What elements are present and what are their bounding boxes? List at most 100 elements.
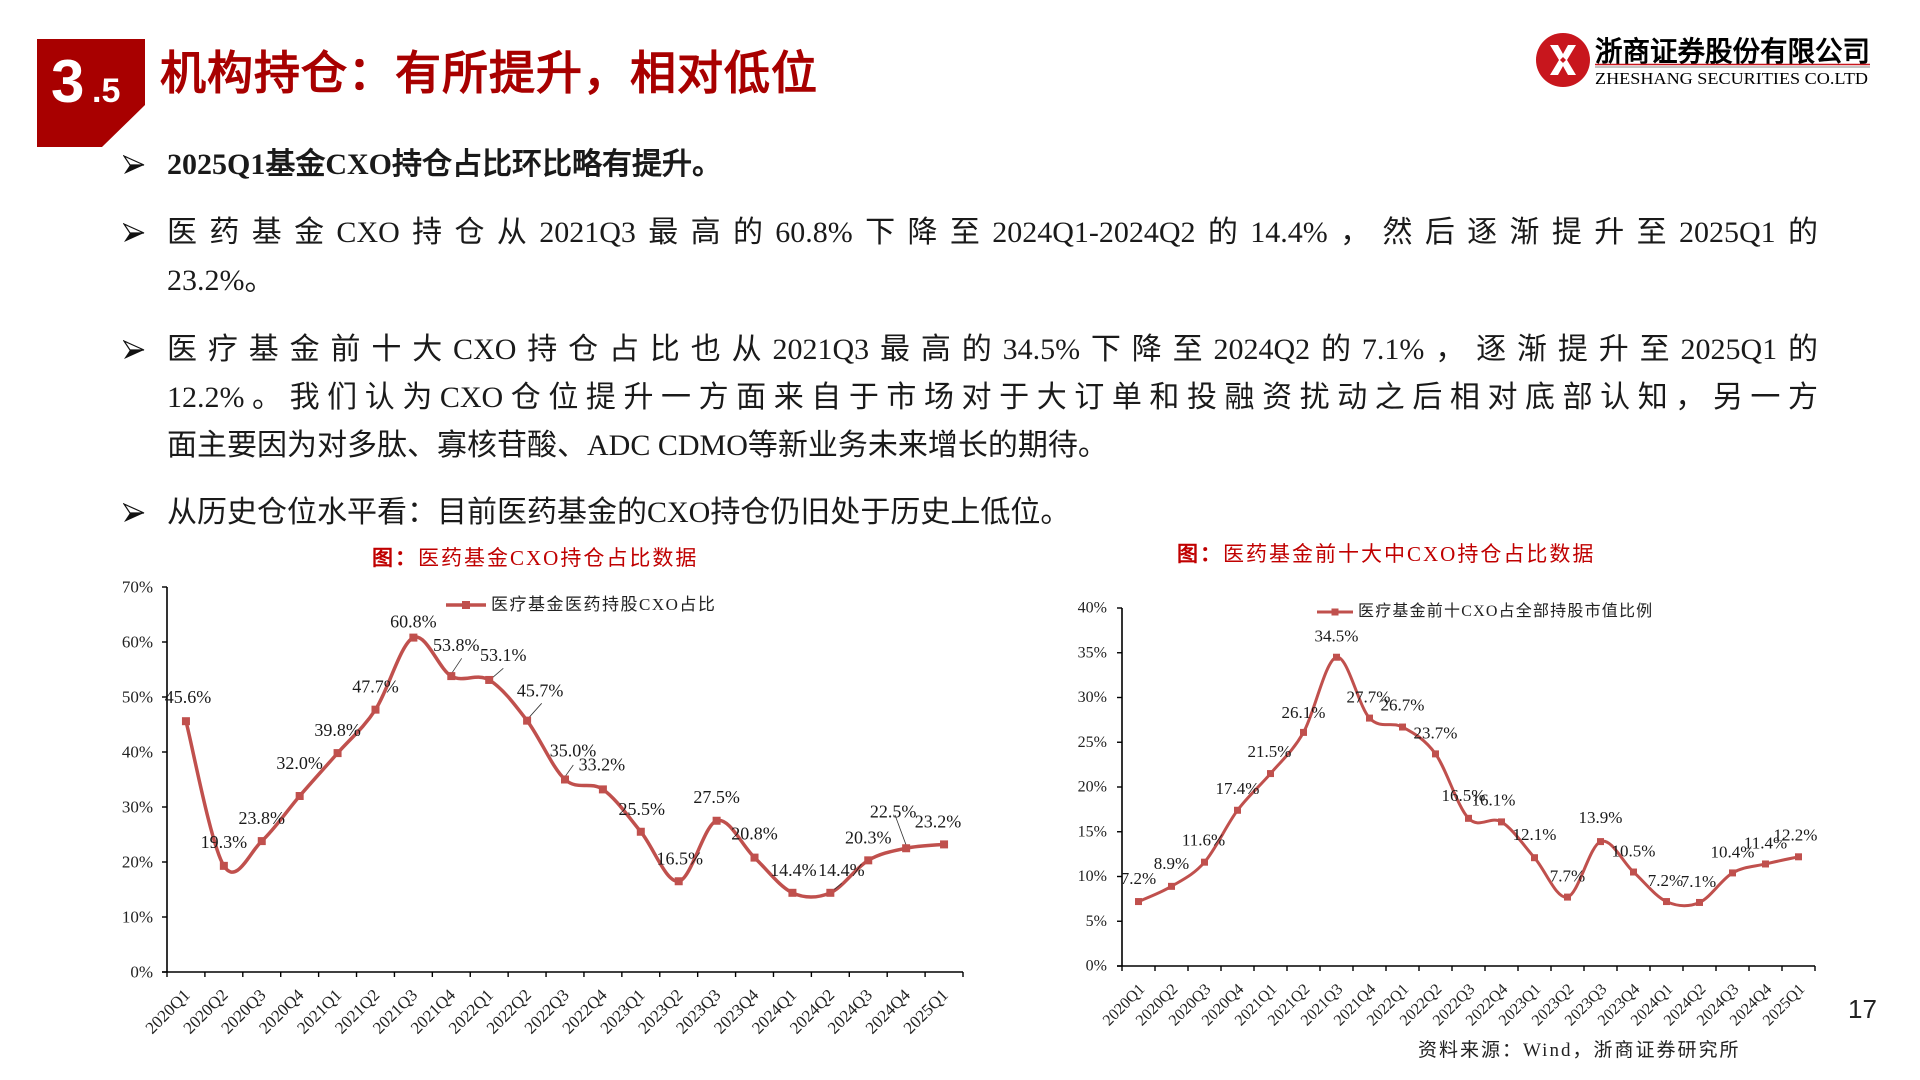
- data-point-marker: [1201, 858, 1208, 866]
- data-point-marker: [1498, 818, 1505, 826]
- data-label: 14.4%: [818, 860, 865, 880]
- data-label: 11.4%: [1744, 833, 1787, 852]
- data-point-marker: [333, 749, 342, 758]
- chart-1-title: 图：医药基金CXO持仓占比数据: [372, 545, 698, 571]
- data-label: 27.7%: [1347, 688, 1391, 707]
- data-point-marker: [447, 672, 456, 681]
- data-label: 16.5%: [1442, 786, 1486, 805]
- data-label: 23.8%: [239, 808, 286, 828]
- data-point-marker: [1333, 653, 1340, 661]
- chart-2-title-text: 医药基金前十大中CXO持仓占比数据: [1223, 542, 1596, 566]
- data-label: 13.9%: [1579, 808, 1623, 827]
- data-label: 12.1%: [1513, 825, 1557, 844]
- bullet-text-line: 医疗基金前十大CXO持仓占比也从2021Q3最高的34.5%下降至2024Q2的…: [167, 333, 1818, 366]
- data-label: 16.1%: [1472, 790, 1516, 809]
- bullet-text: 2025Q1基金CXO持仓占比环比略有提升。: [167, 141, 1818, 189]
- y-tick-label: 20%: [122, 853, 153, 872]
- data-point-marker: [712, 816, 721, 825]
- logo-name-cn: 浙商证券股份有限公司: [1595, 36, 1870, 68]
- data-label: 25.5%: [619, 799, 666, 819]
- data-label: 11.6%: [1182, 831, 1225, 850]
- data-label: 23.2%: [915, 811, 962, 831]
- y-tick-label: 20%: [1078, 779, 1107, 796]
- y-tick-label: 0%: [1086, 958, 1107, 975]
- data-point-marker: [1300, 728, 1307, 736]
- data-label: 10.5%: [1612, 842, 1656, 861]
- data-label: 10.4%: [1711, 842, 1755, 861]
- data-point-marker: [636, 827, 645, 836]
- arrow-bullet-icon: [123, 503, 145, 522]
- data-label: 39.8%: [314, 720, 361, 740]
- data-label: 8.9%: [1154, 854, 1189, 873]
- data-label: 35.0%: [550, 741, 597, 761]
- badge-shape: [37, 39, 145, 147]
- bullet-text: 医药基金CXO持仓从2021Q3最高的60.8%下降至2024Q1-2024Q2…: [167, 209, 1818, 305]
- data-point-marker: [1729, 869, 1736, 877]
- data-point-marker: [826, 888, 835, 897]
- data-point-marker: [485, 675, 494, 684]
- data-point-marker: [1135, 898, 1142, 906]
- data-point-marker: [1795, 853, 1802, 861]
- bullet-text: 从历史仓位水平看：目前医药基金的CXO持仓仍旧处于历史上低位。: [167, 489, 1818, 537]
- chart-2-title: 图：医药基金前十大中CXO持仓占比数据: [1177, 541, 1595, 567]
- y-tick-label: 25%: [1078, 734, 1107, 751]
- company-logo: 浙商证券股份有限公司 ZHESHANG SECURITIES CO.LTD: [1536, 33, 1870, 88]
- data-label: 12.2%: [1774, 825, 1818, 844]
- data-point-marker: [1531, 854, 1538, 862]
- bullet-text: 医疗基金前十大CXO持仓占比也从2021Q3最高的34.5%下降至2024Q2的…: [167, 326, 1818, 470]
- data-label: 14.4%: [770, 860, 817, 880]
- data-label: 17.4%: [1216, 779, 1260, 798]
- data-point-marker: [1366, 714, 1373, 722]
- data-label: 16.5%: [656, 848, 703, 868]
- data-point-marker: [788, 888, 797, 897]
- bullet-text-line: 医药基金CXO持仓从2021Q3最高的60.8%下降至2024Q1-2024Q2…: [167, 216, 1818, 249]
- label-leader-line: [451, 658, 463, 674]
- legend-label: 医疗基金前十CXO占全部持股市值比例: [1358, 603, 1654, 620]
- data-point-marker: [1168, 882, 1175, 890]
- chart-top10-cxo-ratio: 0%5%10%15%20%25%30%35%40%2020Q12020Q2202…: [1078, 600, 1818, 1030]
- figure-prefix: 图：: [372, 546, 418, 570]
- y-tick-label: 30%: [1078, 689, 1107, 706]
- data-label: 7.2%: [1121, 869, 1156, 888]
- label-leader-line: [528, 703, 542, 719]
- label-leader-line: [491, 667, 504, 679]
- y-tick-label: 30%: [122, 798, 153, 817]
- data-label: 32.0%: [276, 753, 323, 773]
- y-tick-label: 10%: [122, 908, 153, 927]
- data-label: 23.7%: [1414, 723, 1458, 742]
- data-point-marker: [1696, 898, 1703, 906]
- data-label: 26.7%: [1381, 696, 1425, 715]
- bullet-text-line: 23.2%。: [167, 264, 275, 297]
- data-point-marker: [523, 716, 532, 725]
- y-tick-label: 0%: [130, 963, 153, 982]
- section-number-minor: .5: [92, 72, 120, 110]
- data-label: 26.1%: [1282, 703, 1326, 722]
- data-point-marker: [295, 792, 304, 800]
- data-label: 53.1%: [480, 645, 527, 665]
- y-tick-label: 40%: [122, 743, 153, 762]
- data-point-marker: [940, 840, 949, 849]
- logo-name-en: ZHESHANG SECURITIES CO.LTD: [1595, 69, 1868, 88]
- section-badge: 3 .5: [37, 39, 145, 147]
- data-point-marker: [409, 633, 418, 642]
- legend-line-marker-icon: [1317, 608, 1353, 616]
- arrow-bullet-icon: [123, 340, 145, 359]
- data-label: 53.8%: [433, 635, 480, 655]
- data-label: 20.8%: [731, 824, 778, 844]
- bullet-text-line: 12.2%。我们认为CXO仓位提升一方面来自于市场对于大订单和投融资扰动之后相对…: [167, 381, 1818, 414]
- legend-label: 医疗基金医药持股CXO占比: [491, 595, 717, 614]
- y-tick-label: 35%: [1078, 644, 1107, 661]
- chart-1-legend: 医疗基金医药持股CXO占比: [446, 595, 716, 615]
- logo-glyph-center: [1560, 57, 1566, 63]
- figure-prefix: 图：: [1177, 542, 1223, 566]
- section-number-major: 3: [51, 48, 84, 115]
- data-point-marker: [371, 705, 380, 714]
- data-label: 21.5%: [1248, 742, 1292, 761]
- data-label: 19.3%: [201, 832, 248, 852]
- chart-1-title-text: 医药基金CXO持仓占比数据: [418, 546, 699, 570]
- data-point-marker: [674, 877, 683, 886]
- data-label: 20.3%: [845, 827, 892, 847]
- data-label: 7.1%: [1681, 872, 1716, 891]
- data-label: 7.7%: [1550, 867, 1585, 886]
